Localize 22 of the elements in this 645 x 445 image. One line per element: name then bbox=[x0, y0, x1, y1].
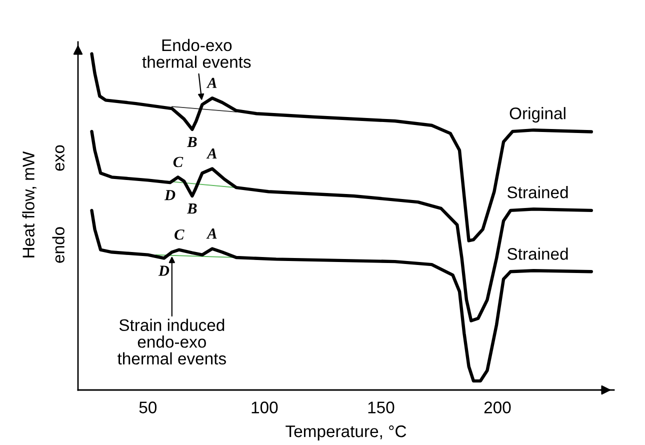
series-label: Strained bbox=[507, 248, 568, 260]
annotation: C bbox=[174, 229, 184, 240]
annotation: B bbox=[186, 204, 197, 214]
x-tick-label: 200 bbox=[484, 402, 511, 414]
annotation: C bbox=[173, 156, 184, 168]
series-label: Original bbox=[510, 107, 566, 123]
annotation: A bbox=[206, 148, 217, 159]
text: exo bbox=[55, 145, 64, 171]
annotation: B bbox=[186, 136, 197, 148]
y-axis-title: Heat flow, mW bbox=[22, 151, 36, 258]
text: endo bbox=[52, 227, 64, 263]
x-tick-label: 100 bbox=[252, 402, 278, 414]
annotation: D bbox=[164, 190, 176, 200]
annotation: Endo-exo thermal events bbox=[142, 38, 251, 68]
series-label: Strained bbox=[507, 186, 568, 198]
x-tick-label: 150 bbox=[368, 402, 394, 414]
x-axis-title: Temperature, °C bbox=[286, 425, 406, 441]
annotation: A bbox=[206, 78, 217, 88]
annotation: A bbox=[206, 228, 217, 239]
x-tick-label: 50 bbox=[139, 402, 157, 414]
annotation: D bbox=[158, 266, 170, 276]
annotation: Strain induced endo-exo thermal events bbox=[118, 318, 226, 365]
